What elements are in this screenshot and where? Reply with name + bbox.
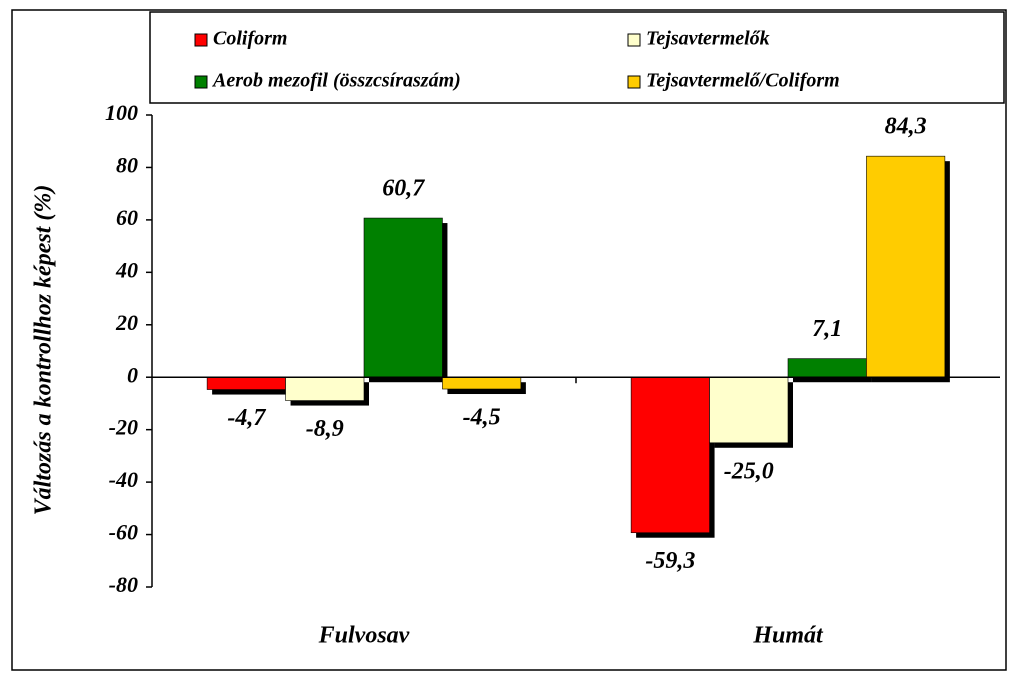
data-label: -4,7: [227, 405, 266, 431]
legend-label: Aerob mezofil (összcsíraszám): [211, 70, 461, 92]
legend-swatch: [627, 33, 641, 47]
legend-swatch: [627, 75, 641, 89]
y-axis-label: Változás a kontrollhoz képest (%): [31, 185, 57, 516]
bar: [866, 155, 946, 378]
y-tick-label: 0: [127, 362, 138, 387]
bar: [442, 376, 522, 390]
x-tick-label: Fulvosav: [318, 623, 410, 649]
data-label: 60,7: [382, 176, 425, 202]
legend-label: Tejsavtermelő/Coliform: [646, 70, 840, 92]
bar: [363, 217, 443, 378]
data-label: -8,9: [306, 416, 344, 442]
bar: [630, 376, 710, 534]
y-tick-label: -80: [109, 572, 138, 597]
chart-frame: [11, 9, 1007, 671]
y-tick-label: -20: [109, 415, 138, 440]
legend-swatch: [194, 33, 208, 47]
y-tick-label: 80: [116, 152, 138, 177]
x-tick-label: Humát: [752, 623, 824, 649]
bar: [787, 358, 867, 378]
data-label: 7,1: [812, 316, 842, 342]
legend-label: Coliform: [213, 28, 287, 50]
data-label: -4,5: [463, 405, 501, 431]
y-tick-label: 60: [116, 205, 138, 230]
data-label: -59,3: [645, 548, 695, 574]
data-label: 84,3: [885, 114, 927, 140]
y-tick-label: 40: [115, 257, 138, 282]
data-label: -25,0: [724, 458, 774, 484]
y-tick-label: 100: [105, 100, 138, 125]
legend-label: Tejsavtermelők: [646, 28, 770, 50]
bar: [285, 376, 365, 401]
legend-box: [149, 11, 1005, 104]
bar: [206, 376, 286, 390]
y-tick-label: -40: [109, 467, 138, 492]
y-tick-label: -60: [109, 520, 138, 545]
y-tick-label: 20: [115, 310, 138, 335]
legend-swatch: [194, 75, 208, 89]
bar: [709, 376, 789, 444]
